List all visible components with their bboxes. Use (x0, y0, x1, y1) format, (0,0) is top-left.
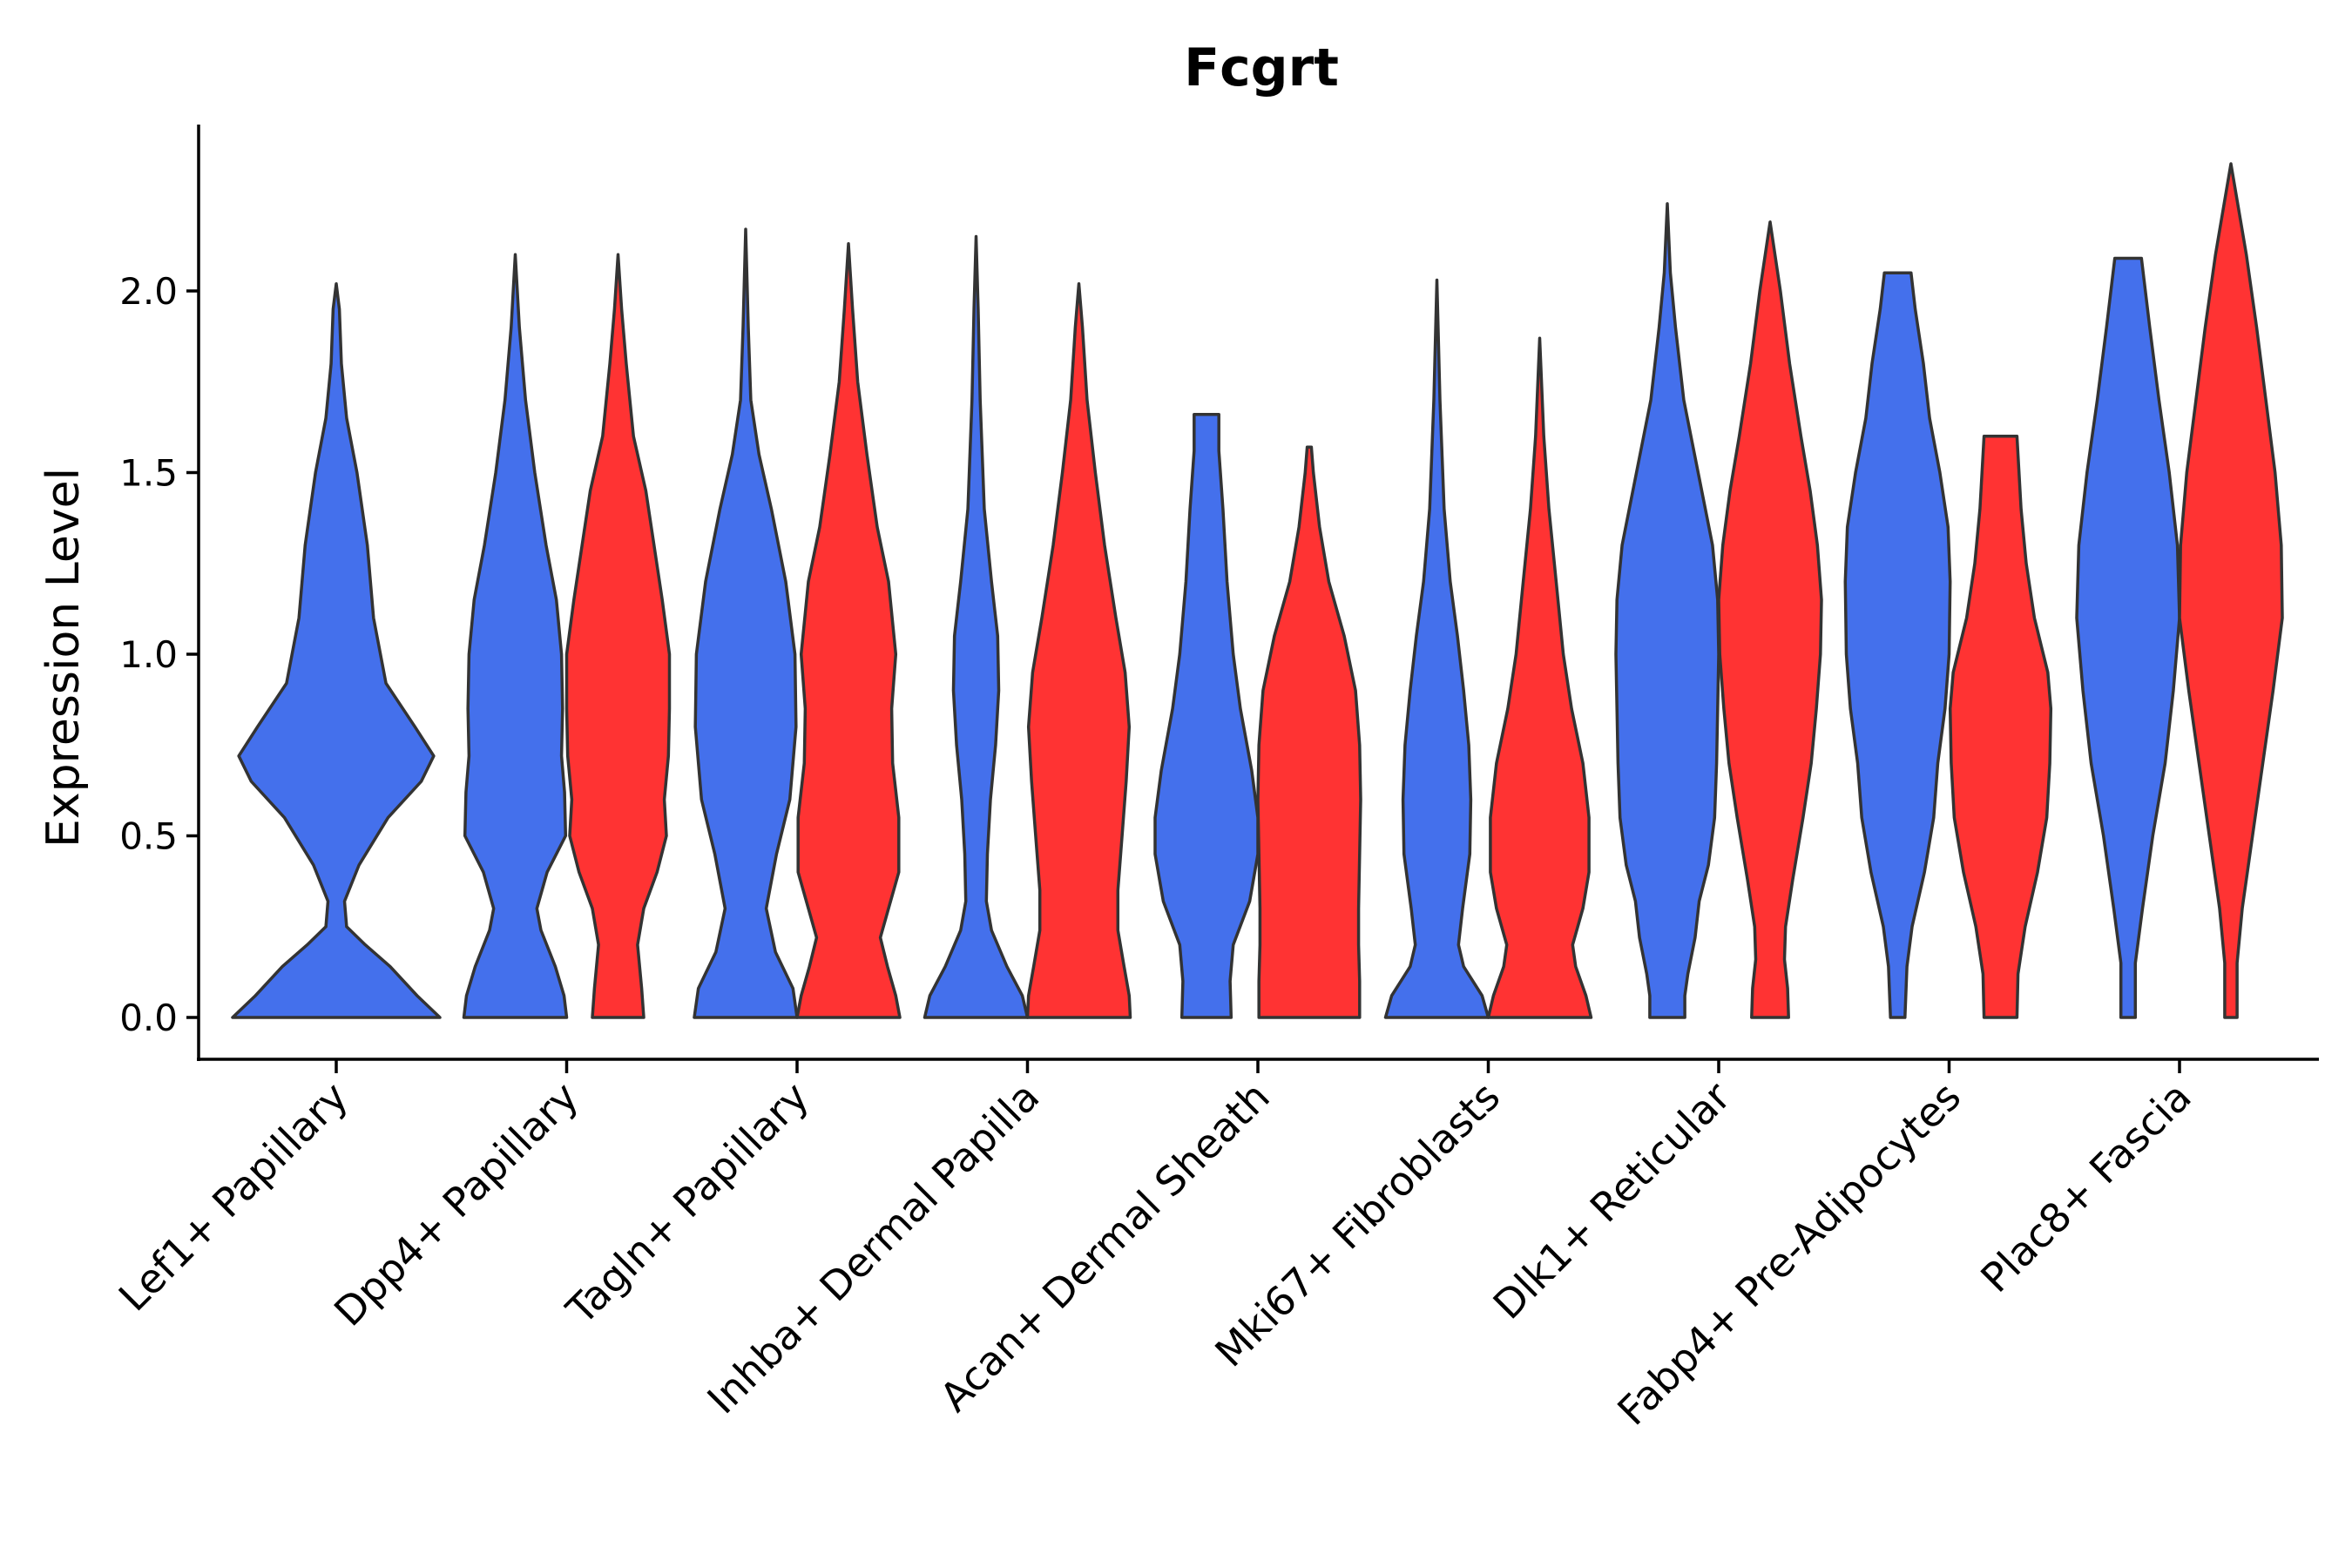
x-tick-label: Dlk1+ Reticular (1484, 1073, 1740, 1328)
violin-dpp4-papillary-group1 (462, 253, 569, 1019)
violin-dlk1-reticular-group1 (1614, 202, 1720, 1019)
violin-dpp4-papillary-group2 (564, 253, 672, 1019)
violin-fabp4-pre-adipocytes-group1 (1843, 271, 1952, 1019)
y-tick-label: 1.5 (119, 452, 178, 495)
violin-tagln-papillary-group2 (795, 242, 902, 1019)
violin-lef1-papillary-group1 (231, 281, 442, 1019)
x-tick-label: Dpp4+ Papillary (325, 1073, 587, 1335)
violin-inhba-dermal-papilla-group1 (923, 234, 1030, 1019)
x-tick-label: Tagln+ Papillary (557, 1073, 818, 1335)
y-tick-label: 1.0 (119, 633, 178, 676)
violin-plac8-fascia-group1 (2075, 256, 2181, 1019)
violins-layer (231, 162, 2284, 1019)
violin-mki67-fibroblasts-group2 (1486, 336, 1593, 1019)
y-tick-label: 2.0 (119, 270, 178, 313)
violin-dlk1-reticular-group2 (1717, 220, 1823, 1019)
chart-title: Fcgrt (1184, 37, 1339, 98)
violin-acan-dermal-sheath-group2 (1256, 445, 1362, 1019)
violin-fabp4-pre-adipocytes-group2 (1948, 435, 2053, 1019)
y-tick-label: 0.5 (119, 815, 178, 858)
y-ticks: 0.0 0.5 1.0 1.5 2.0 (119, 270, 199, 1039)
violin-mki67-fibroblasts-group1 (1383, 278, 1490, 1019)
violin-inhba-dermal-papilla-group2 (1025, 281, 1132, 1019)
y-tick-label: 0.0 (119, 997, 178, 1039)
violin-tagln-papillary-group1 (693, 227, 799, 1019)
violin-plac8-fascia-group2 (2178, 162, 2284, 1019)
x-tick-label: Plac8+ Fascia (1971, 1073, 2200, 1301)
x-tick-label: Lef1+ Papillary (110, 1073, 357, 1321)
violin-acan-dermal-sheath-group1 (1153, 413, 1260, 1019)
y-axis-label: Expression Level (37, 468, 90, 848)
